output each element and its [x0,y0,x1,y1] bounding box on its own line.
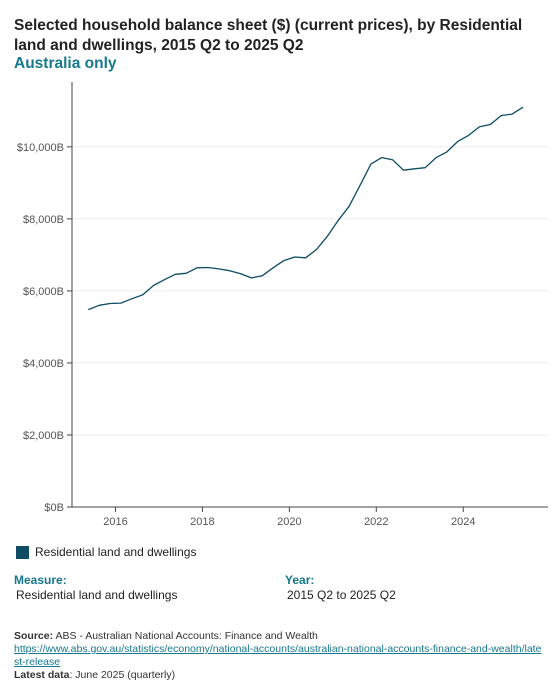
legend[interactable]: Residential land and dwellings [16,545,196,559]
year-heading: Year: [285,573,315,587]
latest-data-text: : June 2025 (quarterly) [69,669,176,681]
measure-heading: Measure: [14,573,67,587]
legend-label: Residential land and dwellings [35,545,197,559]
year-value: 2015 Q2 to 2025 Q2 [287,588,396,602]
chart-subtitle: Australia only [14,55,117,72]
x-tick-label: 2018 [190,516,214,528]
y-tick-label: $0B [44,502,64,514]
axis-layer: $0B $2,000B $4,000B $6,000B $8,000B $10,000B 2… [17,82,548,528]
series-line[interactable] [88,106,524,311]
y-tick-label: $6,000B [23,286,64,298]
y-tick-label: $10,000B [17,142,64,154]
x-tick-label: 2020 [277,516,301,528]
measure-value: Residential land and dwellings [16,588,178,602]
x-tick-label: 2016 [103,516,127,528]
line-chart: $0B $2,000B $4,000B $6,000B $8,000B $10,000B 2… [17,82,548,528]
x-tick-label: 2022 [364,516,388,528]
x-tick-label: 2024 [451,516,475,528]
series-layer[interactable] [88,106,524,311]
source-label: Source: [14,630,54,642]
legend-swatch [16,545,29,559]
y-tick-label: $8,000B [23,214,64,226]
y-tick-label: $4,000B [23,358,64,370]
grid-layer [72,146,548,436]
source-text: ABS - Australian National Accounts: Fina… [55,630,318,642]
source-link[interactable]: https://www.abs.gov.au/statistics/econom… [14,643,542,668]
latest-data-label: Latest data [14,669,70,681]
y-tick-label: $2,000B [23,430,64,442]
chart-title: Selected household balance sheet ($) (cu… [14,17,523,54]
source-block: Source: ABS - Australian National Accoun… [14,630,544,682]
